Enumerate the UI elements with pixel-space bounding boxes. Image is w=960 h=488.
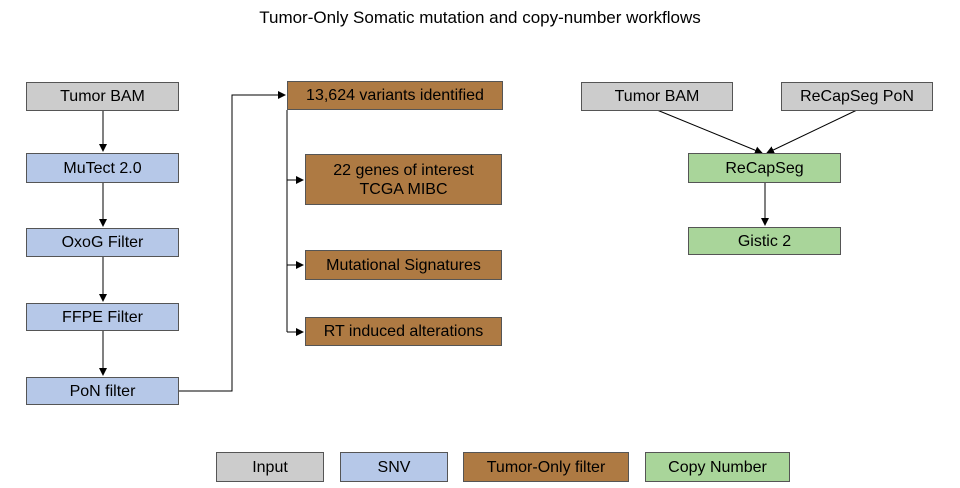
pon-filter-node: PoN filter <box>26 377 179 405</box>
arrow-pon-to-recapseg <box>766 109 858 154</box>
variants-identified-node: 13,624 variants identified <box>287 81 503 110</box>
gistic-node: Gistic 2 <box>688 227 841 255</box>
recapseg-node: ReCapSeg <box>688 153 841 183</box>
snv-tumor-bam-node: Tumor BAM <box>26 82 179 111</box>
legend-input: Input <box>216 452 324 482</box>
genes-of-interest-node: 22 genes of interest TCGA MIBC <box>305 154 502 205</box>
arrow-cn-tumorbam-to-recapseg <box>656 109 763 155</box>
genes-of-interest-line2: TCGA MIBC <box>359 180 448 198</box>
legend-copy-number: Copy Number <box>645 452 790 482</box>
rt-induced-alterations-node: RT induced alterations <box>305 317 502 346</box>
genes-of-interest-line1: 22 genes of interest <box>333 161 474 179</box>
cn-tumor-bam-node: Tumor BAM <box>581 82 733 111</box>
mutect-node: MuTect 2.0 <box>26 153 179 183</box>
ffpe-filter-node: FFPE Filter <box>26 303 179 331</box>
arrow-pon-to-variants <box>179 91 286 392</box>
oxog-filter-node: OxoG Filter <box>26 228 179 257</box>
mutational-signatures-node: Mutational Signatures <box>305 250 502 280</box>
legend-tumor-only-filter: Tumor-Only filter <box>463 452 629 482</box>
legend-snv: SNV <box>340 452 448 482</box>
recapseg-pon-node: ReCapSeg PoN <box>781 82 933 111</box>
diagram-title: Tumor-Only Somatic mutation and copy-num… <box>259 8 701 27</box>
